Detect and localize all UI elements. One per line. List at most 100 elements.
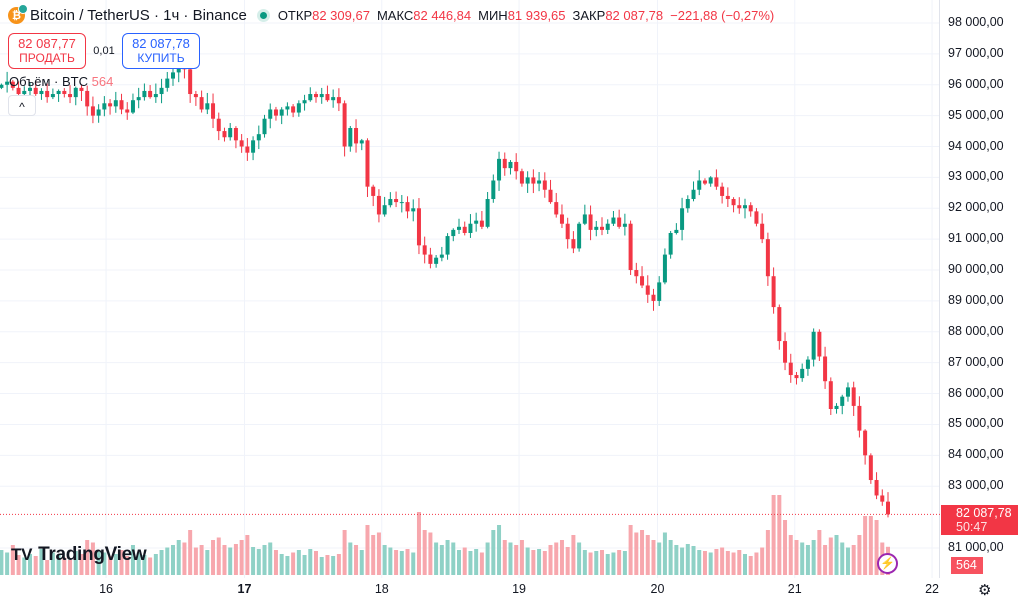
volume-bar: [33, 556, 38, 575]
candle: [708, 177, 713, 184]
volume-bar: [382, 545, 387, 575]
candle: [697, 180, 702, 190]
volume-bar: [868, 516, 873, 575]
candle: [73, 87, 78, 98]
settings-icon[interactable]: ⚙: [978, 582, 992, 599]
candle: [102, 103, 107, 110]
candle: [165, 78, 170, 88]
volume-bar: [188, 530, 193, 575]
candle: [142, 90, 147, 98]
collapse-legend-button[interactable]: ^: [8, 95, 36, 116]
volume-bar: [479, 552, 484, 575]
volume-bar: [674, 545, 679, 575]
candle: [90, 106, 95, 116]
candle: [479, 220, 484, 227]
volume-bar: [685, 544, 690, 575]
candle: [325, 94, 330, 101]
candle: [22, 90, 27, 95]
volume-bar: [537, 549, 542, 575]
volume-bar: [205, 550, 210, 575]
candle: [39, 90, 44, 95]
volume-bar: [222, 545, 227, 575]
candle: [308, 94, 313, 101]
candle: [359, 140, 364, 144]
volume-bar: [508, 542, 513, 575]
candles: [0, 58, 890, 518]
candle: [771, 276, 776, 308]
time-tick-label: 22: [925, 582, 939, 596]
candle: [336, 97, 341, 104]
symbol-title[interactable]: Bitcoin / TetherUS · 1ч · Binance: [30, 7, 247, 24]
volume-bar: [788, 535, 793, 575]
candle: [651, 294, 656, 301]
candle: [788, 362, 793, 376]
candle: [233, 127, 238, 141]
candle: [754, 211, 759, 224]
volume-bar: [668, 540, 673, 575]
volume-bar: [760, 547, 765, 575]
volume-bar: [50, 552, 55, 575]
volume-bar: [531, 550, 536, 575]
time-tick-label: 18: [374, 582, 389, 596]
volume-bar: [28, 554, 32, 575]
candle: [376, 195, 381, 215]
candle: [113, 100, 118, 107]
candle: [422, 245, 427, 255]
tradingview-logo[interactable]: TV TradingView: [11, 544, 147, 566]
candle: [514, 161, 519, 172]
volume-bar: [371, 535, 376, 575]
candle: [262, 118, 267, 135]
volume-bar: [165, 547, 170, 575]
candle: [268, 109, 273, 119]
candle: [800, 368, 805, 379]
candle: [657, 282, 662, 301]
volume-bar: [331, 556, 336, 575]
candle: [794, 375, 799, 379]
price-tick-label: 86 000,00: [948, 385, 1004, 400]
volume-bar: [302, 555, 307, 575]
volume-bar: [714, 549, 719, 575]
candle: [485, 199, 490, 227]
candle: [10, 81, 15, 88]
buy-price: 82 087,78: [132, 36, 190, 51]
candle: [680, 208, 685, 230]
volume-bar: [634, 532, 639, 575]
candle: [777, 307, 782, 342]
volume-bar: [239, 540, 244, 575]
price-tick-label: 97 000,00: [948, 45, 1004, 60]
volume-bar: [39, 549, 44, 575]
candle: [245, 146, 250, 153]
price-tick-label: 91 000,00: [948, 231, 1004, 246]
volume-bar: [611, 552, 616, 575]
buy-button[interactable]: 82 087,78 КУПИТЬ: [122, 33, 200, 69]
volume-bar: [743, 554, 747, 575]
volume-bar: [497, 525, 502, 575]
volume-bar: [737, 550, 742, 575]
sell-button[interactable]: 82 087,77 ПРОДАТЬ: [8, 33, 86, 69]
volume-bar: [388, 547, 393, 575]
volume-bar: [325, 555, 330, 575]
volume-bar: [153, 554, 158, 575]
volume-bar: [588, 552, 593, 575]
volume-bar: [457, 550, 461, 575]
volume-bar: [571, 535, 576, 575]
candle: [537, 180, 542, 184]
candle: [817, 331, 822, 357]
volume-bar: [662, 532, 667, 575]
volume-bar: [554, 542, 559, 575]
time-tick-label: 21: [787, 582, 802, 596]
volume-bar: [96, 550, 101, 575]
candle: [491, 180, 496, 200]
candle: [411, 208, 416, 212]
volume-bar: [428, 532, 433, 575]
volume-bar: [411, 552, 416, 575]
candle: [439, 254, 444, 258]
volume-bar: [548, 545, 553, 575]
candle: [68, 94, 73, 98]
lightning-icon[interactable]: ⚡: [877, 553, 898, 574]
candle: [600, 226, 604, 230]
market-status-icon[interactable]: [256, 9, 270, 22]
candle: [256, 134, 261, 141]
volume-legend[interactable]: Объём · BTC 564: [9, 74, 113, 89]
candlestick-chart[interactable]: [0, 0, 940, 578]
